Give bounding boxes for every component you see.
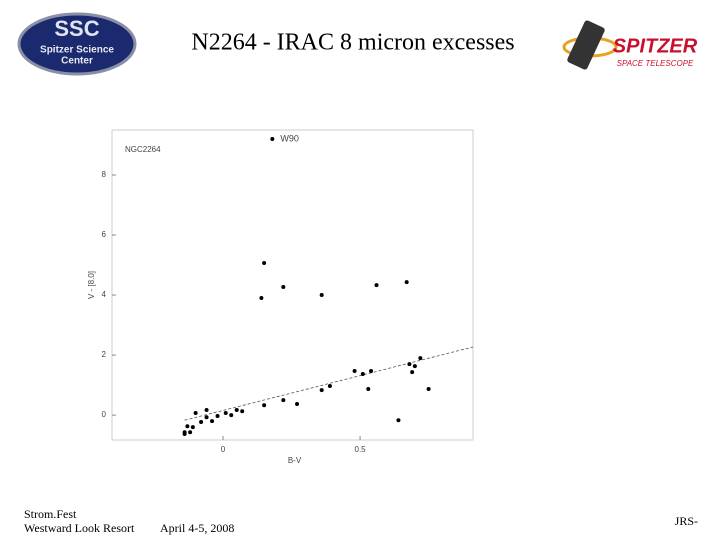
point-label: W90 xyxy=(280,133,299,143)
point xyxy=(182,431,187,436)
plot-frame xyxy=(111,129,474,441)
point xyxy=(204,415,209,420)
logo-text: Center xyxy=(61,56,93,67)
point xyxy=(223,410,228,415)
point xyxy=(418,356,423,361)
point xyxy=(374,283,379,288)
point xyxy=(366,386,371,391)
point xyxy=(281,398,286,403)
footer-text: JRS- xyxy=(675,514,698,528)
y-tick-label: 0 xyxy=(102,410,107,419)
point xyxy=(262,403,267,408)
point xyxy=(407,362,412,367)
y-tick-label: 8 xyxy=(102,170,107,179)
spitzer-logo: SPITZER SPACE TELESCOPE xyxy=(562,20,698,70)
y-tick-label: 6 xyxy=(102,230,107,239)
reference-line xyxy=(184,346,474,421)
point xyxy=(229,413,234,418)
ssc-logo: SSC Spitzer Science Center xyxy=(17,12,137,76)
point xyxy=(410,370,415,375)
point xyxy=(352,368,357,373)
annotation: NGC2264 xyxy=(125,145,161,154)
point xyxy=(190,425,195,430)
slide-title: N2264 - IRAC 8 micron excesses xyxy=(191,30,514,56)
logo-text: SPITZER xyxy=(613,35,698,57)
point xyxy=(404,280,409,285)
footer-text: April 4-5, 2008 xyxy=(160,521,234,535)
point xyxy=(360,371,365,376)
point xyxy=(319,293,324,298)
point xyxy=(204,407,209,412)
x-tick-label: 0.5 xyxy=(355,445,367,454)
logo-text: Spitzer Science xyxy=(40,45,114,56)
footer-text: Strom.Fest xyxy=(24,507,77,521)
point xyxy=(188,430,193,435)
point xyxy=(215,413,220,418)
point xyxy=(295,401,300,406)
logo-text: SPACE TELESCOPE xyxy=(617,59,694,68)
y-tick-label: 2 xyxy=(102,350,107,359)
y-axis-label: V - [8.0] xyxy=(87,271,96,299)
logo-telescope xyxy=(567,20,605,70)
point xyxy=(259,296,264,301)
logo-text: SSC xyxy=(54,16,99,41)
point xyxy=(396,418,401,423)
plot: 0 2 4 6 8 0 0.5 B-V V - [8.0] NGC2264 W90 xyxy=(87,133,474,465)
x-axis-label: B-V xyxy=(288,456,302,465)
point xyxy=(185,424,190,429)
point xyxy=(369,368,374,373)
point xyxy=(327,383,332,388)
point xyxy=(262,260,267,265)
point xyxy=(270,137,275,142)
footer-text: Westward Look Resort xyxy=(24,521,135,535)
point xyxy=(234,407,239,412)
point xyxy=(281,284,286,289)
point xyxy=(319,388,324,393)
y-tick-label: 4 xyxy=(102,290,107,299)
x-tick-label: 0 xyxy=(221,445,226,454)
point xyxy=(426,386,431,391)
point xyxy=(210,419,215,424)
logo-badge xyxy=(17,12,137,76)
point xyxy=(193,410,198,415)
point xyxy=(240,409,245,414)
point xyxy=(412,364,417,369)
point xyxy=(199,419,204,424)
